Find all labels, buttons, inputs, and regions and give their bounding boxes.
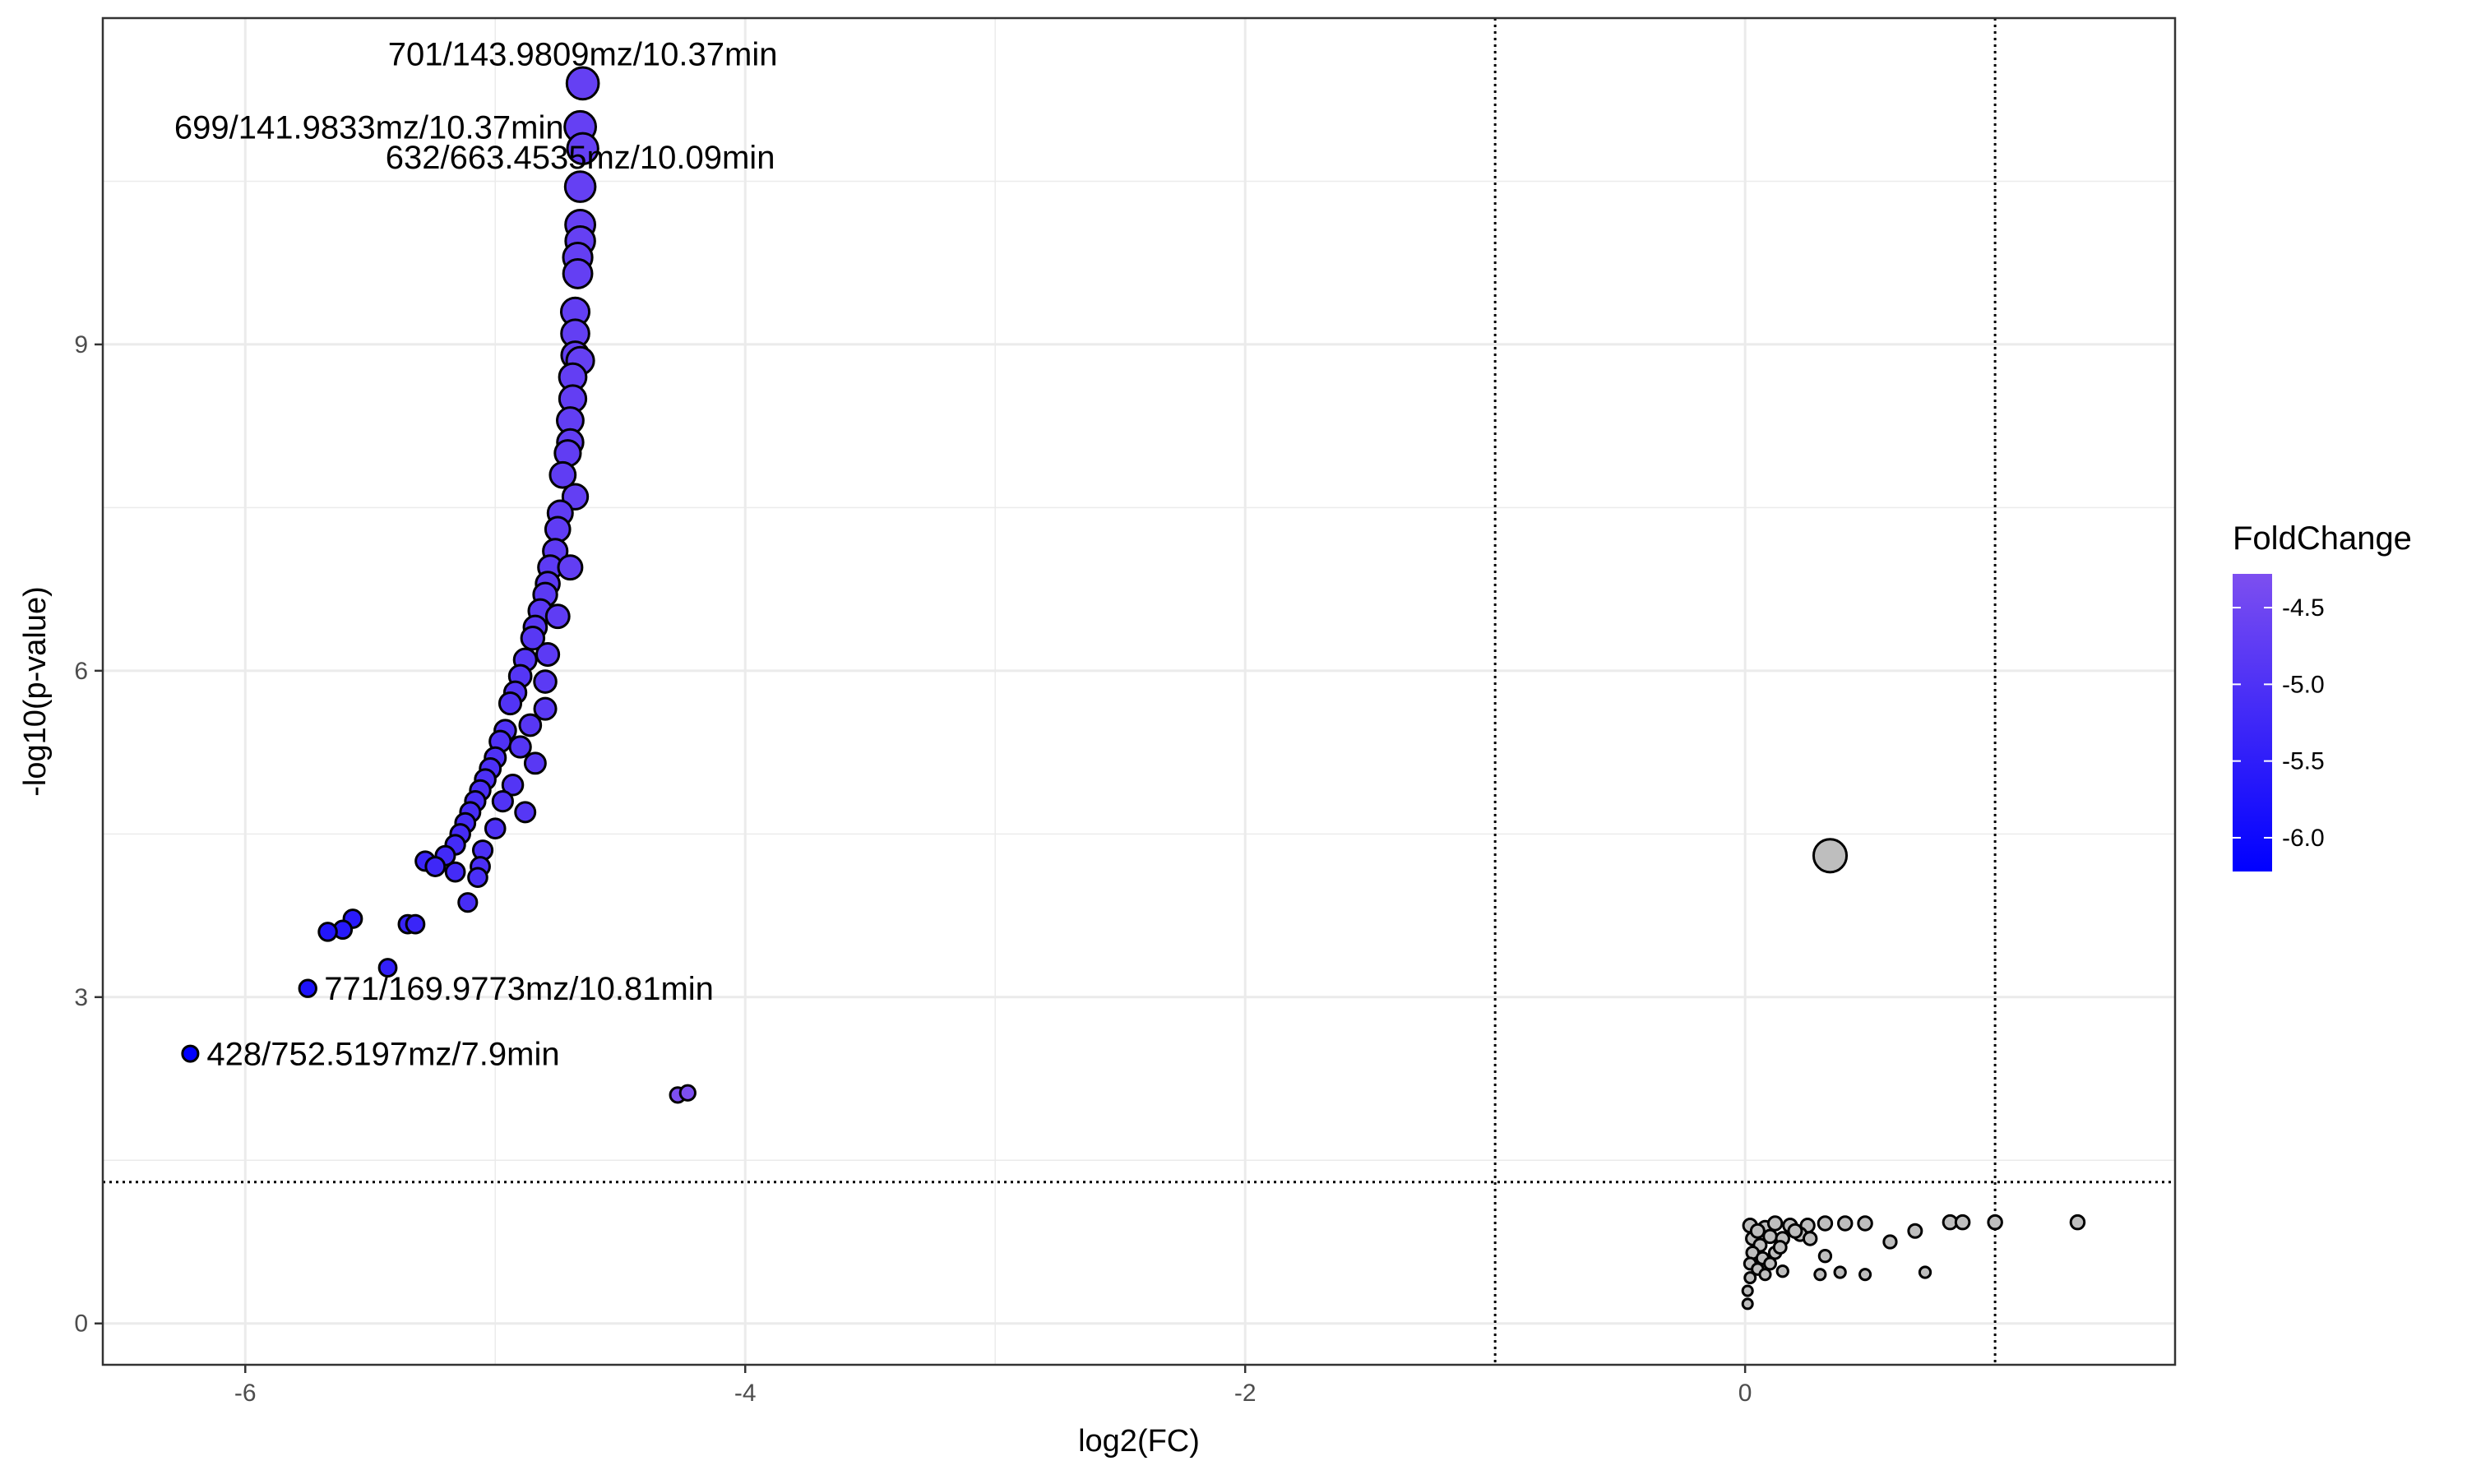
x-tick-label: 0	[1738, 1380, 1752, 1407]
nonsignificant-point	[1817, 1215, 1834, 1232]
significant-point	[563, 170, 597, 203]
nonsignificant-point	[1813, 1268, 1827, 1282]
x-tick-label: -2	[1234, 1380, 1257, 1407]
significant-point	[557, 554, 584, 581]
nonsignificant-point	[1787, 1223, 1803, 1239]
significant-point	[501, 774, 525, 797]
significant-point	[444, 861, 466, 883]
nonsignificant-point	[1743, 1271, 1757, 1285]
significant-point	[498, 691, 523, 716]
plot-panel	[103, 18, 2175, 1365]
significant-point	[548, 460, 577, 489]
point-annotations: 701/143.9809mz/10.37min 699/141.9833mz/10…	[174, 36, 778, 1072]
nonsignificant-point	[1954, 1214, 1971, 1231]
point-label: 701/143.9809mz/10.37min	[388, 36, 778, 72]
nonsignificant-point	[1882, 1234, 1898, 1250]
significant-point	[491, 790, 514, 813]
significant-point	[562, 258, 594, 289]
point-label: 632/663.4535mz/10.09min	[386, 140, 775, 176]
significant-point	[533, 669, 558, 694]
x-axis-ticks: -6 -4 -2 0	[234, 1365, 1752, 1407]
legend-tick-label: -5.5	[2282, 748, 2325, 775]
significant-point	[424, 856, 447, 877]
y-tick-label: 3	[74, 984, 88, 1011]
legend-colorbar	[2233, 574, 2272, 871]
nonsignificant-point	[1758, 1268, 1772, 1282]
significant-point	[523, 751, 547, 775]
legend-ticks: -4.5 -5.0 -5.5 -6.0	[2233, 594, 2325, 852]
nonsignificant-point	[1987, 1214, 2003, 1231]
y-tick-label: 0	[74, 1311, 88, 1338]
nonsignificant-point	[1766, 1215, 1784, 1232]
significant-point	[181, 1044, 200, 1063]
nonsignificant-point	[1837, 1215, 1854, 1232]
nonsignificant-point	[1918, 1265, 1932, 1279]
x-axis-title: log2(FC)	[1078, 1424, 1200, 1459]
significant-point	[298, 978, 317, 998]
nonsignificant-point	[1763, 1256, 1777, 1271]
nonsignificant-point	[1741, 1284, 1754, 1297]
significant-point	[377, 958, 398, 978]
nonsignificant-point	[1817, 1249, 1833, 1264]
y-axis-ticks: 0 3 6 9	[74, 331, 103, 1338]
significant-point	[514, 801, 537, 824]
y-tick-label: 6	[74, 658, 88, 685]
significant-point	[317, 922, 338, 942]
point-label: 771/169.9773mz/10.81min	[324, 971, 714, 1007]
significant-point	[457, 892, 479, 913]
significant-point	[508, 735, 532, 759]
plot-border	[101, 16, 2177, 1366]
significant-point	[544, 603, 571, 630]
significant-point	[566, 132, 599, 165]
nonsignificant-point	[1749, 1223, 1766, 1239]
y-tick-label: 9	[74, 331, 88, 358]
data-points	[181, 66, 2086, 1311]
x-tick-label: -6	[234, 1380, 257, 1407]
significant-point	[484, 817, 507, 840]
nonsignificant-point	[1802, 1231, 1818, 1246]
point-label: 428/752.5197mz/7.9min	[206, 1037, 559, 1073]
nonsignificant-point	[1772, 1240, 1788, 1255]
significant-point	[518, 713, 543, 737]
significant-point	[467, 867, 488, 889]
nonsignificant-point	[2069, 1214, 2086, 1231]
nonsignificant-point	[1858, 1268, 1872, 1282]
nonsignificant-point	[1741, 1297, 1754, 1311]
nonsignificant-point	[1762, 1228, 1778, 1245]
nonsignificant-point	[1833, 1265, 1847, 1279]
significant-point	[535, 641, 561, 668]
significant-point	[520, 625, 546, 651]
nonsignificant-point	[1775, 1264, 1789, 1278]
x-tick-label: -4	[734, 1380, 757, 1407]
significant-point	[678, 1084, 697, 1102]
significant-point	[405, 913, 426, 935]
color-legend: FoldChange -4.5 -5.0 -5.5 -6.0	[2233, 520, 2412, 871]
threshold-lines	[103, 18, 2175, 1365]
legend-tick-label: -4.5	[2282, 594, 2325, 622]
y-axis-title: -log10(p-value)	[18, 586, 53, 797]
nonsignificant-point	[1812, 838, 1849, 874]
nonsignificant-point	[1907, 1223, 1923, 1239]
point-label: 699/141.9833mz/10.37min	[174, 109, 564, 146]
nonsignificant-point	[1857, 1215, 1873, 1232]
legend-tick-label: -5.0	[2282, 671, 2325, 698]
significant-point	[533, 696, 558, 721]
legend-title: FoldChange	[2233, 520, 2412, 557]
legend-tick-label: -6.0	[2282, 825, 2325, 852]
significant-point	[544, 515, 572, 543]
significant-point	[565, 66, 600, 101]
